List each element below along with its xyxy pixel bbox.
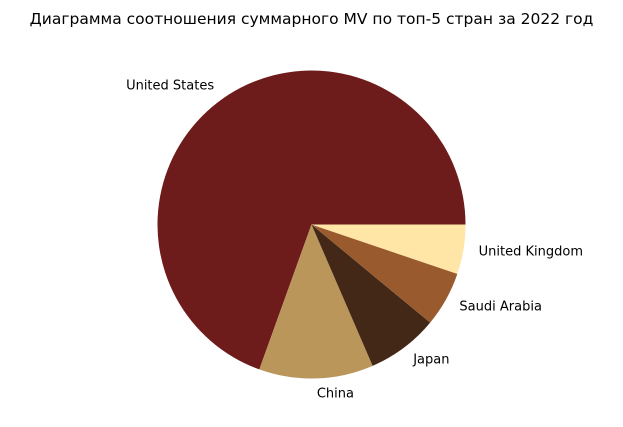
pie-label-united-states: United States: [126, 78, 214, 93]
pie-label-united-kingdom: United Kingdom: [479, 245, 583, 260]
pie-slice-china: [259, 224, 373, 379]
chart-title: Диаграмма соотношения суммарного MV по т…: [30, 10, 594, 28]
pie-labels: United States China Japan Saudi Arabia Unite…: [126, 78, 583, 401]
pie-slice-united-kingdom: [311, 224, 466, 274]
pie-slice-saudi-arabia: [311, 224, 458, 323]
pie-slices: [157, 70, 466, 379]
pie-label-japan: Japan: [412, 352, 449, 367]
pie-slice-japan: [311, 224, 431, 366]
pie-label-china: China: [317, 386, 354, 401]
pie-slice-united-states: [157, 70, 466, 370]
pie-label-saudi-arabia: Saudi Arabia: [459, 300, 542, 315]
